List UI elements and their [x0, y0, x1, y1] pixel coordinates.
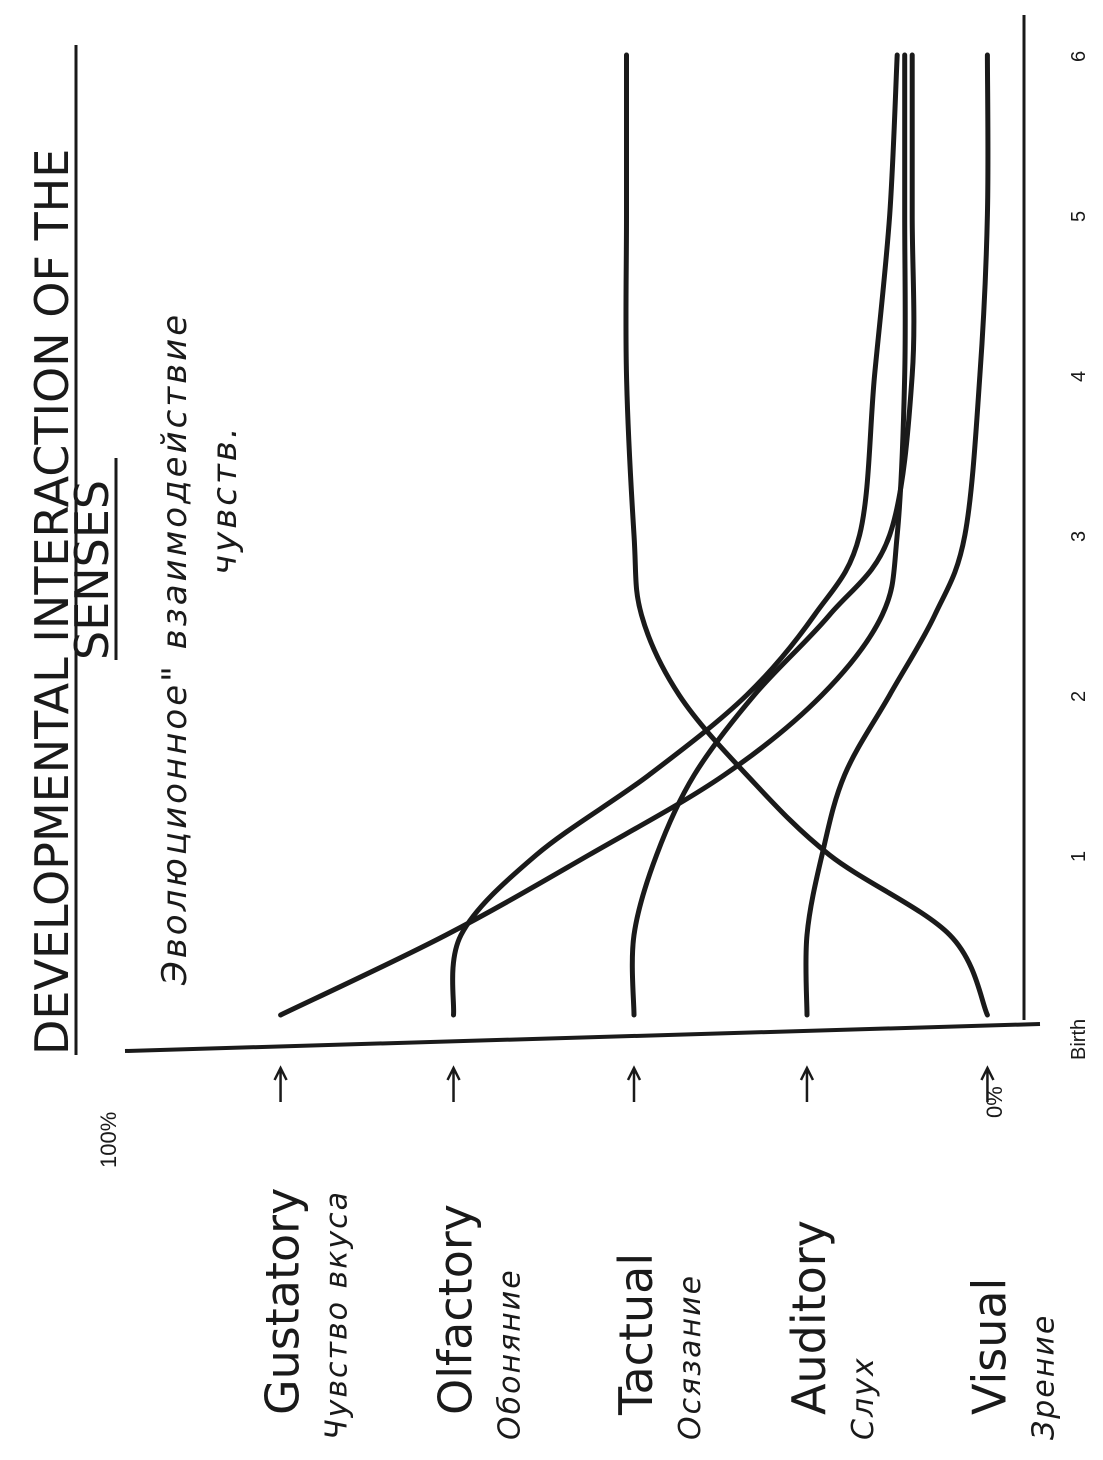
series-label-ru-olfactory: Обоняние: [493, 1268, 528, 1440]
handwritten-title-line1: Эволюционное" взаимодействие: [155, 312, 195, 986]
chart-title-line2: SENSES: [65, 480, 119, 660]
x-tick-2: 2: [1068, 691, 1090, 702]
series-line-gustatory: [278, 52, 908, 1018]
series-label-ru-tactual: Осязание: [673, 1274, 708, 1440]
sense-labels: Gustatory Чувство вкуса Olfactory Обоняние T…: [256, 1188, 1062, 1440]
x-tick-3: 3: [1068, 531, 1090, 542]
start-arrow-gustatory: [273, 1065, 288, 1102]
series-label-gustatory: Gustatory: [256, 1188, 310, 1415]
y-max-label: 100%: [96, 1112, 121, 1168]
x-tick-4: 4: [1068, 371, 1090, 382]
start-arrow-olfactory: [446, 1065, 461, 1102]
start-arrow-auditory: [799, 1065, 815, 1102]
x-tick-birth: Birth: [1068, 1019, 1090, 1060]
series-label-ru-auditory: Слух: [846, 1356, 881, 1440]
y-min-label: 0%: [982, 1086, 1007, 1118]
start-arrow-visual: [980, 1065, 995, 1102]
series-label-ru-gustatory: Чувство вкуса: [320, 1190, 355, 1440]
start-arrow-tactual: [626, 1065, 642, 1102]
chart-title-line1: DEVELOPMENTAL INTERACTION OF THE: [25, 149, 79, 1055]
x-tick-1: 1: [1068, 851, 1090, 862]
series-curves: [278, 52, 991, 1018]
series-label-tactual: Tactual: [609, 1253, 663, 1416]
x-tick-labels: Birth 1 2 3 4 5 6: [1068, 51, 1090, 1060]
y-axis-line: [124, 1022, 1041, 1053]
series-label-visual: Visual: [962, 1278, 1016, 1415]
series-line-auditory: [803, 52, 991, 1018]
start-arrows: [273, 1065, 995, 1102]
series-line-visual: [623, 52, 990, 1018]
series-label-ru-visual: Зрение: [1026, 1314, 1061, 1440]
series-label-auditory: Auditory: [782, 1220, 836, 1415]
x-tick-5: 5: [1068, 211, 1090, 222]
series-label-olfactory: Olfactory: [429, 1204, 483, 1415]
series-line-tactual: [629, 52, 917, 1018]
x-tick-6: 6: [1068, 51, 1090, 62]
handwritten-title-line2: чувств.: [205, 424, 245, 575]
series-line-olfactory: [450, 52, 900, 1018]
